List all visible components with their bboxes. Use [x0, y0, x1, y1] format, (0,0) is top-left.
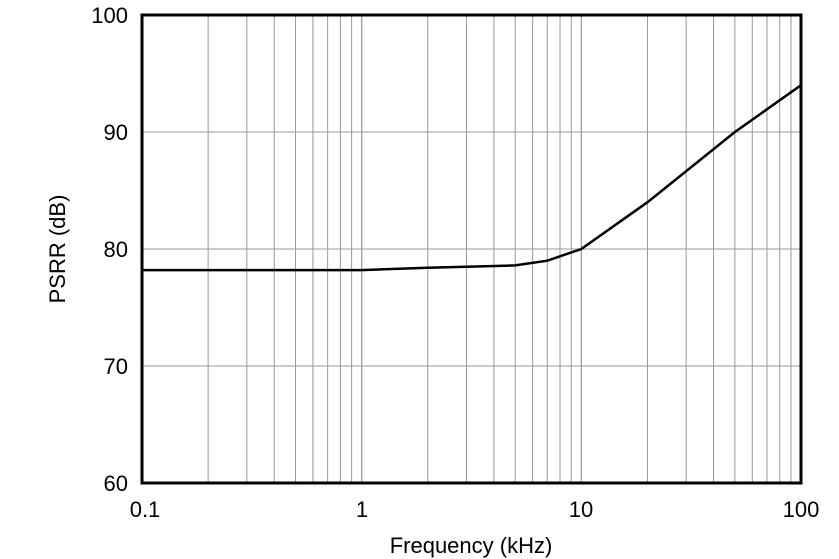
y-tick-70: 70: [104, 354, 128, 379]
y-tick-100: 100: [91, 3, 128, 28]
y-tick-90: 90: [104, 120, 128, 145]
x-tick-0.1: 0.1: [130, 497, 161, 522]
x-axis-label: Frequency (kHz): [390, 533, 553, 558]
y-tick-60: 60: [104, 471, 128, 496]
grid-lines: [142, 15, 801, 483]
x-tick-100: 100: [783, 497, 820, 522]
plot-frame: [140, 13, 803, 485]
psrr-curve: [142, 84, 802, 272]
y-axis-label: PSRR (dB): [45, 195, 70, 304]
x-tick-10: 10: [569, 497, 593, 522]
y-tick-80: 80: [104, 237, 128, 262]
x-tick-1: 1: [356, 497, 368, 522]
